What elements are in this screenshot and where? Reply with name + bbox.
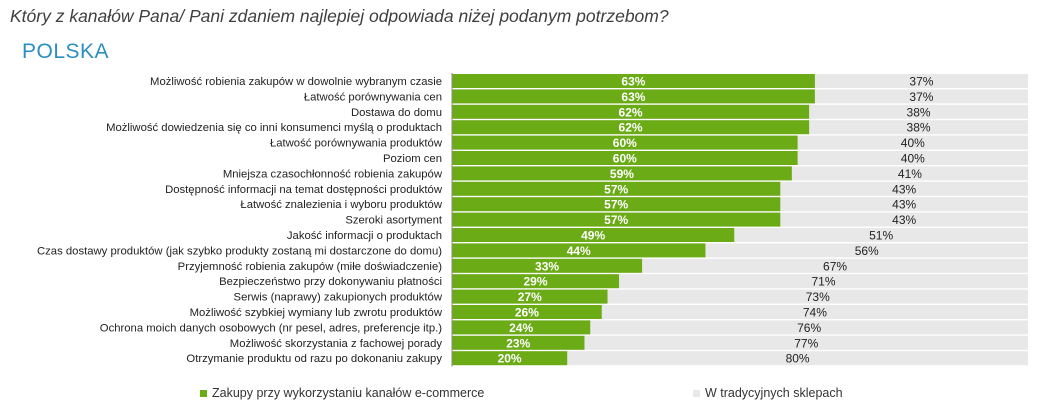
value-label-ecommerce-18: 20% <box>498 352 522 366</box>
category-label-18: Otrzymanie produktu od razu po dokonaniu… <box>186 353 442 365</box>
bar-ecommerce-14 <box>452 289 608 304</box>
category-label-12: Przyjemność robienia zakupów (miłe doświ… <box>178 261 443 273</box>
category-label-5: Poziom cen <box>383 153 442 165</box>
value-label-traditional-0: 37% <box>909 75 933 89</box>
bar-ecommerce-7 <box>452 181 781 196</box>
legend-item-ecommerce: Zakupy przy wykorzystaniu kanałów e-comm… <box>200 386 484 400</box>
value-label-ecommerce-9: 57% <box>604 213 628 227</box>
value-label-ecommerce-15: 26% <box>515 306 539 320</box>
chart-title: Który z kanałów Pana/ Pani zdaniem najle… <box>10 6 669 26</box>
bar-ecommerce-11 <box>452 243 706 258</box>
category-label-1: Łatwość porównywania cen <box>304 91 442 103</box>
legend-label-traditional: W tradycyjnych sklepach <box>705 386 843 400</box>
bar-ecommerce-13 <box>452 274 620 289</box>
chart-subtitle: POLSKA <box>22 40 110 63</box>
value-label-traditional-12: 67% <box>823 259 847 273</box>
value-label-ecommerce-10: 49% <box>581 229 605 243</box>
value-label-ecommerce-1: 63% <box>621 90 645 104</box>
value-label-traditional-7: 43% <box>892 182 916 196</box>
value-label-traditional-14: 73% <box>806 290 830 304</box>
category-label-8: Łatwość znalezienia i wyboru produktów <box>240 199 442 211</box>
legend-swatch-ecommerce <box>200 389 207 397</box>
value-label-traditional-15: 74% <box>803 306 827 320</box>
value-label-traditional-17: 77% <box>794 336 818 350</box>
value-label-traditional-4: 40% <box>901 136 925 150</box>
category-label-13: Bezpieczeństwo przy dokonywaniu płatnośc… <box>219 276 442 288</box>
category-label-2: Dostawa do domu <box>351 107 442 119</box>
bar-ecommerce-10 <box>452 228 735 242</box>
bar-traditional-16 <box>452 320 1028 335</box>
value-label-traditional-9: 43% <box>892 213 916 227</box>
value-label-ecommerce-7: 57% <box>604 182 628 196</box>
value-label-ecommerce-0: 63% <box>621 75 645 89</box>
category-label-11: Czas dostawy produktów (jak szybko produ… <box>37 245 442 257</box>
bar-ecommerce-1 <box>452 89 815 104</box>
value-label-traditional-13: 71% <box>812 275 836 289</box>
legend-item-traditional: W tradycyjnych sklepach <box>693 386 843 400</box>
bar-ecommerce-4 <box>452 135 798 150</box>
bar-ecommerce-0 <box>452 74 815 88</box>
bar-ecommerce-18 <box>452 351 568 366</box>
value-label-ecommerce-5: 60% <box>613 152 637 166</box>
stacked-bar-chart: Możliwość robienia zakupów w dowolnie wy… <box>37 73 1028 367</box>
category-label-15: Możliwość szybkiej wymiany lub zwrotu pr… <box>190 307 443 319</box>
category-label-6: Mniejsza czasochłonność robienia zakupów <box>223 168 443 180</box>
bar-ecommerce-3 <box>452 120 810 135</box>
bar-traditional-17 <box>452 335 1028 350</box>
value-label-ecommerce-4: 60% <box>613 136 637 150</box>
category-label-9: Szeroki asortyment <box>345 215 443 227</box>
bar-traditional-18 <box>452 351 1028 366</box>
value-label-ecommerce-13: 29% <box>524 275 548 289</box>
bar-ecommerce-17 <box>452 335 585 350</box>
value-label-ecommerce-11: 44% <box>567 244 591 258</box>
value-label-ecommerce-2: 62% <box>619 105 643 119</box>
bar-ecommerce-9 <box>452 212 781 227</box>
category-label-0: Możliwość robienia zakupów w dowolnie wy… <box>150 76 442 88</box>
value-label-traditional-5: 40% <box>901 152 925 166</box>
bar-ecommerce-5 <box>452 151 798 165</box>
bar-ecommerce-15 <box>452 305 602 319</box>
category-label-4: Łatwość porównywania produktów <box>270 138 443 150</box>
category-label-17: Możliwość skorzystania z fachowej porady <box>230 338 443 350</box>
value-label-traditional-11: 56% <box>855 244 879 258</box>
value-label-traditional-6: 41% <box>898 167 922 181</box>
category-label-14: Serwis (naprawy) zakupionych produktów <box>234 292 443 304</box>
category-label-3: Możliwość dowiedzenia się co inni konsum… <box>106 122 442 134</box>
value-label-ecommerce-6: 59% <box>610 167 634 181</box>
value-label-ecommerce-14: 27% <box>518 290 542 304</box>
bar-ecommerce-12 <box>452 258 643 273</box>
value-label-traditional-3: 38% <box>907 121 931 135</box>
bar-ecommerce-2 <box>452 104 810 119</box>
bar-ecommerce-6 <box>452 166 792 181</box>
value-label-traditional-18: 80% <box>786 352 810 366</box>
value-label-traditional-10: 51% <box>869 229 893 243</box>
legend-label-ecommerce: Zakupy przy wykorzystaniu kanałów e-comm… <box>212 386 485 400</box>
value-label-traditional-2: 38% <box>907 105 931 119</box>
legend-swatch-traditional <box>693 389 700 397</box>
value-label-ecommerce-8: 57% <box>604 198 628 212</box>
bar-ecommerce-8 <box>452 197 781 212</box>
value-label-ecommerce-17: 23% <box>506 336 530 350</box>
value-label-traditional-16: 76% <box>797 321 821 335</box>
value-label-ecommerce-16: 24% <box>509 321 533 335</box>
value-label-traditional-1: 37% <box>909 90 933 104</box>
value-label-ecommerce-12: 33% <box>535 259 559 273</box>
value-label-ecommerce-3: 62% <box>619 121 643 135</box>
bar-ecommerce-16 <box>452 320 591 335</box>
category-label-10: Jakość informacji o produktach <box>287 230 442 242</box>
value-label-traditional-8: 43% <box>892 198 916 212</box>
category-label-7: Dostępność informacji na temat dostępnoś… <box>165 184 443 196</box>
category-label-16: Ochrona moich danych osobowych (nr pesel… <box>100 322 442 334</box>
